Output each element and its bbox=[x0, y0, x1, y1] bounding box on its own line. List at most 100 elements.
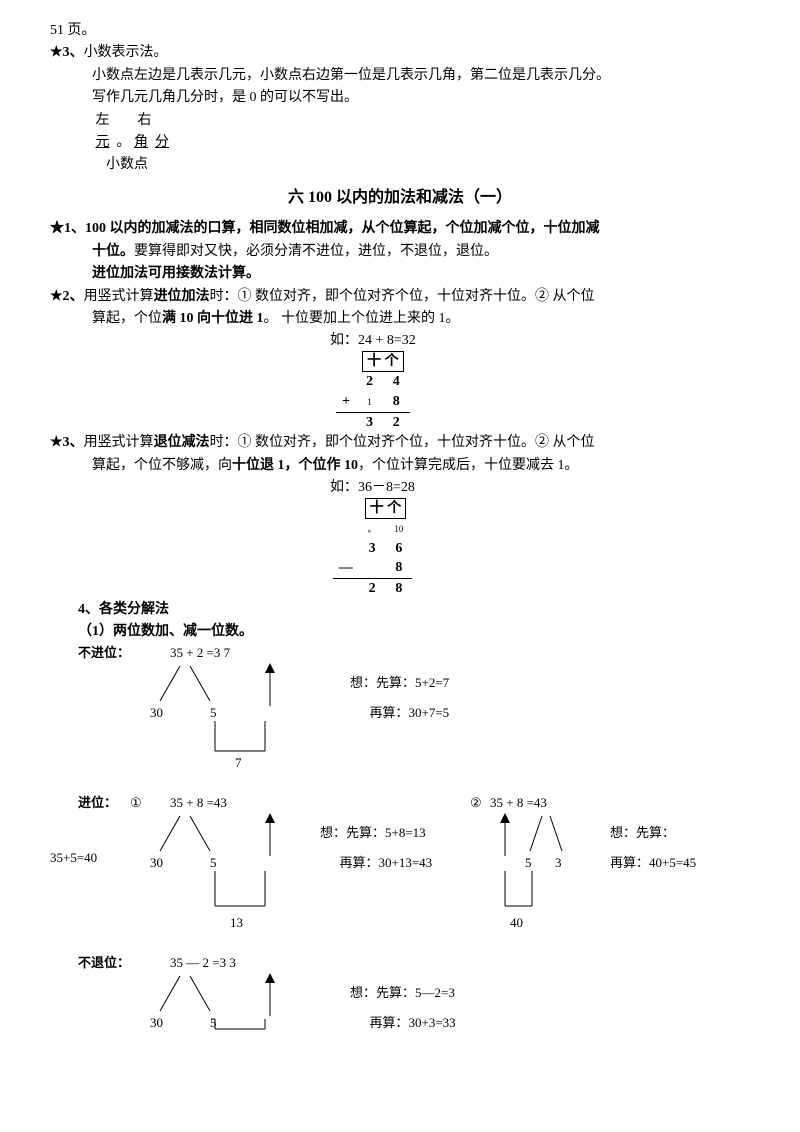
c1: 5+2=7 bbox=[415, 675, 449, 690]
tens-h: 十 bbox=[367, 354, 381, 369]
d: 2 bbox=[359, 579, 386, 599]
ci-label: 进位： bbox=[78, 793, 117, 814]
bt: 10 bbox=[394, 524, 403, 534]
right-label: 右 bbox=[138, 113, 152, 128]
c2: 30+13=43 bbox=[379, 855, 433, 870]
then: 再算： bbox=[340, 855, 379, 870]
i2-mid2: 算起，个位 bbox=[92, 311, 162, 326]
decimal-point-label: 小数点 bbox=[106, 157, 148, 172]
n: 5 bbox=[210, 703, 217, 724]
item-1: ★1、100 以内的加减法的口算，相同数位相加减，从个位算起，个位加减个位，十位… bbox=[50, 218, 750, 285]
d: 8 bbox=[385, 558, 412, 578]
i3-rest: ，个位计算完成后，十位要减去 1。 bbox=[358, 458, 579, 473]
d: 3 bbox=[359, 539, 386, 559]
item1-rest: 要算得即对又快，必须分清不进位，进位，不退位，退位。 bbox=[134, 244, 498, 259]
nc-label: 不进位： bbox=[78, 643, 130, 664]
sec3-units: 元 。 角 分 bbox=[50, 132, 750, 154]
jiao: 角 bbox=[134, 135, 148, 150]
n: 30 bbox=[150, 1013, 163, 1034]
think: 想：先算： bbox=[350, 985, 415, 1000]
tree-svg bbox=[480, 811, 600, 931]
fen: 分 bbox=[155, 135, 169, 150]
i2-mid1: 时：① 数位对齐，即个位对齐个位，十位对齐十位。② 从个位 bbox=[210, 289, 595, 304]
item1-bold-b: 十位。 bbox=[92, 244, 134, 259]
plus: + bbox=[336, 392, 356, 412]
item-2: ★2、用竖式计算进位加法时：① 数位对齐，即个位对齐个位，十位对齐十位。② 从个… bbox=[50, 286, 750, 433]
c1: 5+8=13 bbox=[385, 825, 426, 840]
tree-carry: 进位： ① 35 + 8 =43 30 5 13 想：先算：5+8=13 35+… bbox=[50, 793, 750, 943]
ones-h: 个 bbox=[387, 501, 401, 516]
tree-no-carry: 不进位： 35 + 2 =3 7 30 5 7 想：先算：5+2=7 再算：30… bbox=[50, 643, 750, 783]
i3-b1: 退位减法 bbox=[154, 435, 210, 450]
i3-b2: 十位退 1，个位作 10 bbox=[232, 458, 358, 473]
item1-bold-a: 100 以内的加减法的口算，相同数位相加减，从个位算起，个位加减个位，十位加减 bbox=[85, 221, 600, 236]
c2: 30+7=5 bbox=[409, 705, 450, 720]
d: 3 bbox=[356, 412, 383, 432]
d: 8 bbox=[383, 392, 410, 412]
d: 2 bbox=[356, 372, 383, 392]
n: 5 bbox=[210, 853, 217, 874]
sec3-line1: 小数点左边是几表示几元，小数点右边第一位是几表示几角，第二位是几表示几分。 bbox=[50, 65, 750, 87]
i3-mid2: 算起，个位不够减，向 bbox=[92, 458, 232, 473]
chapter-title: 六 100 以内的加法和减法（一） bbox=[50, 185, 750, 211]
vertical-sub: 如：36－8=28 十 个 。 10 36 — 8 28 bbox=[330, 478, 415, 599]
i3-pre: 用竖式计算 bbox=[84, 435, 154, 450]
sec3-lr: 左 右 bbox=[50, 110, 750, 132]
think: 想：先算： bbox=[320, 825, 385, 840]
think: 想：先算： bbox=[610, 825, 675, 840]
n: 30 bbox=[150, 703, 163, 724]
d: 8 bbox=[385, 579, 412, 599]
think: 想：先算： bbox=[350, 675, 415, 690]
star-marker: ★3、 bbox=[50, 435, 84, 450]
tree-svg bbox=[150, 661, 310, 771]
ex-label: 如：24 + 8=32 bbox=[330, 331, 416, 351]
tens-h: 十 bbox=[370, 501, 384, 516]
n: 3 bbox=[555, 853, 562, 874]
carry: 1 bbox=[367, 397, 372, 407]
n: 7 bbox=[235, 753, 242, 774]
item1-line2: 进位加法可用接数法计算。 bbox=[50, 263, 750, 285]
c2: 30+3=33 bbox=[409, 1015, 456, 1030]
d: 2 bbox=[383, 412, 410, 432]
then: 再算： bbox=[370, 1015, 409, 1030]
tree-svg bbox=[150, 971, 310, 1041]
sec3-line2: 写作几元几角几分时，是 0 的可以不写出。 bbox=[50, 87, 750, 109]
sec3-title: 小数表示法。 bbox=[84, 45, 168, 60]
item4-sub1: （1）两位数加、减一位数。 bbox=[50, 621, 750, 643]
extra: 35+5=40 bbox=[50, 848, 97, 869]
decimal-label: 小数点 bbox=[50, 154, 750, 176]
star-marker: ★2、 bbox=[50, 289, 84, 304]
item4-title: 4、各类分解法 bbox=[50, 599, 750, 621]
n: 13 bbox=[230, 913, 243, 934]
then: 再算： bbox=[610, 855, 649, 870]
c2: 40+5=45 bbox=[649, 855, 696, 870]
n: 30 bbox=[150, 853, 163, 874]
d: 6 bbox=[385, 539, 412, 559]
bd: 。 bbox=[368, 524, 377, 534]
star-marker: ★3、 bbox=[50, 45, 84, 60]
i3-mid1: 时：① 数位对齐，即个位对齐个位，十位对齐十位。② 从个位 bbox=[210, 435, 595, 450]
tree-no-borrow: 不退位： 35 — 2 =3 3 30 5 想：先算：5—2=3 再算：30+3… bbox=[50, 953, 750, 1053]
i2-b1: 进位加法 bbox=[154, 289, 210, 304]
i2-pre: 用竖式计算 bbox=[84, 289, 154, 304]
star-marker: ★1、 bbox=[50, 221, 85, 236]
dot: 。 bbox=[117, 135, 131, 150]
n: 5 bbox=[210, 1013, 217, 1034]
m1: ① bbox=[130, 793, 142, 814]
i2-rest: 。 十位要加上个位进上来的 1。 bbox=[264, 311, 460, 326]
i2-b2: 满 10 向十位进 1 bbox=[162, 311, 264, 326]
vertical-add: 如：24 + 8=32 十 个 24 +18 32 bbox=[330, 331, 416, 432]
left-label: 左 bbox=[96, 113, 110, 128]
ones-h: 个 bbox=[385, 354, 399, 369]
item-3: ★3、用竖式计算退位减法时：① 数位对齐，即个位对齐个位，十位对齐十位。② 从个… bbox=[50, 432, 750, 598]
minus: — bbox=[333, 558, 359, 578]
ex-label: 如：36－8=28 bbox=[330, 478, 415, 498]
n: 5 bbox=[525, 853, 532, 874]
section-3: ★3、小数表示法。 小数点左边是几表示几元，小数点右边第一位是几表示几角，第二位… bbox=[50, 42, 750, 176]
then: 再算： bbox=[370, 705, 409, 720]
d: 4 bbox=[383, 372, 410, 392]
c1: 5—2=3 bbox=[415, 985, 455, 1000]
yuan: 元 bbox=[96, 135, 110, 150]
page-ref: 51 页。 bbox=[50, 20, 750, 42]
n: 40 bbox=[510, 913, 523, 934]
